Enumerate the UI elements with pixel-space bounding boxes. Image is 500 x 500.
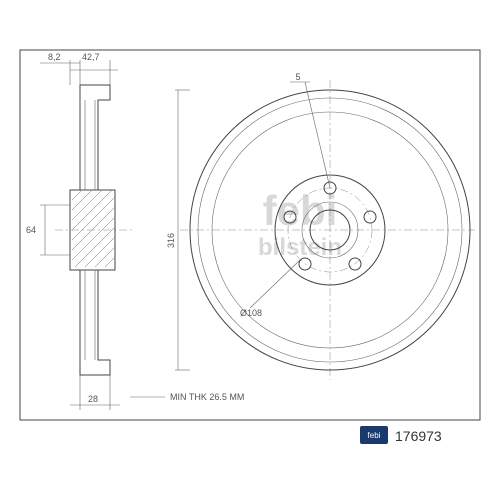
svg-text:Ø108: Ø108 — [240, 308, 262, 318]
svg-text:42,7: 42,7 — [82, 52, 100, 62]
svg-text:316: 316 — [166, 233, 176, 248]
svg-text:8,2: 8,2 — [48, 52, 61, 62]
svg-text:bilstein: bilstein — [258, 234, 342, 261]
dim-flange: 42,7 — [70, 52, 118, 85]
min-thickness-note: MIN THK 26.5 MM — [130, 392, 244, 402]
svg-text:5: 5 — [295, 72, 300, 82]
dim-pcd: Ø108 — [240, 260, 300, 318]
dim-hub: 64 — [26, 205, 70, 255]
side-section-view: 8,2 42,7 64 28 — [26, 52, 135, 410]
svg-text:176973: 176973 — [395, 428, 442, 444]
dim-thickness: 28 — [70, 375, 120, 410]
svg-text:64: 64 — [26, 225, 36, 235]
dim-offset: 8,2 — [40, 52, 80, 85]
svg-text:28: 28 — [88, 394, 98, 404]
callout-bolt-count: 5 — [290, 72, 330, 188]
svg-text:febi: febi — [368, 431, 381, 440]
part-number-block: febi 176973 — [360, 426, 442, 444]
svg-text:MIN THK 26.5 MM: MIN THK 26.5 MM — [170, 392, 244, 402]
section-hatch — [72, 190, 115, 267]
drawing-frame — [20, 50, 480, 420]
